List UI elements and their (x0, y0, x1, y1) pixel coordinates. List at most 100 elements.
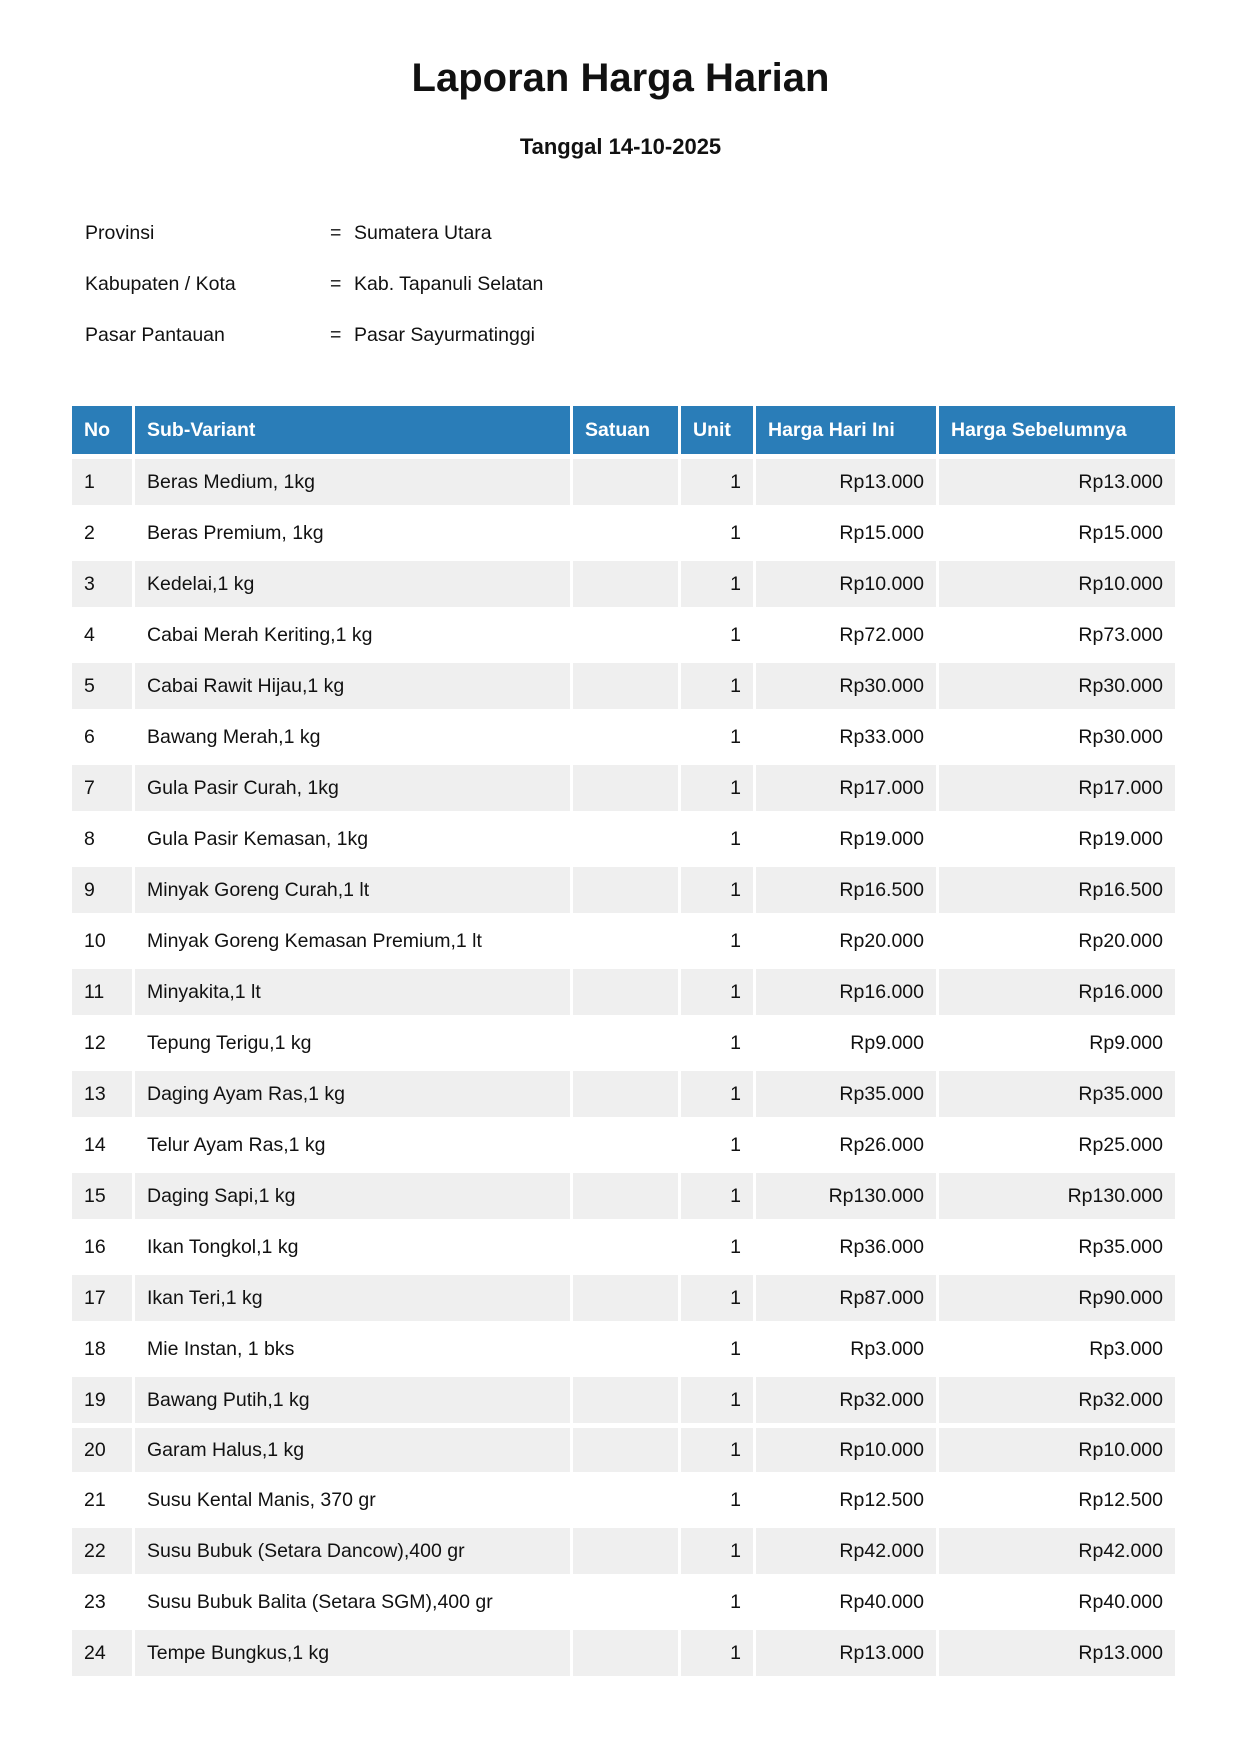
cell-unit: 1 (730, 725, 741, 748)
cell-no: 4 (84, 623, 95, 646)
cell-harga-sebelumnya: Rp15.000 (1078, 521, 1163, 544)
report-title: Laporan Harga Harian (411, 56, 830, 100)
cell-no: 6 (84, 725, 95, 748)
cell-no: 2 (84, 521, 95, 544)
cell-satuan (573, 1275, 678, 1321)
cell-satuan (573, 1173, 678, 1219)
cell-no: 21 (84, 1488, 106, 1511)
cell-satuan (573, 1579, 678, 1625)
cell-satuan (573, 1020, 678, 1066)
cell-no: 3 (72, 561, 132, 607)
cell-harga-sebelumnya: Rp17.000 (939, 765, 1175, 811)
header-satuan: Satuan (573, 406, 678, 454)
info-label: Provinsi (85, 222, 155, 244)
cell-satuan (573, 1071, 678, 1117)
cell-harga-sebelumnya: Rp30.000 (939, 663, 1175, 709)
cell-no: 22 (72, 1528, 132, 1574)
cell-unit: 1 (681, 1630, 753, 1676)
cell-sub-variant: Garam Halus,1 kg (135, 1428, 570, 1472)
cell-sub-variant: Minyak Goreng Kemasan Premium,1 lt (147, 929, 482, 952)
cell-harga-hari-ini: Rp10.000 (756, 561, 936, 607)
cell-harga-hari-ini: Rp87.000 (756, 1275, 936, 1321)
cell-satuan (573, 612, 678, 658)
cell-unit: 1 (681, 459, 753, 505)
cell-unit: 1 (681, 1275, 753, 1321)
cell-harga-sebelumnya: Rp10.000 (939, 561, 1175, 607)
cell-harga-hari-ini: Rp16.500 (756, 867, 936, 913)
cell-no: 24 (72, 1630, 132, 1676)
cell-no: 9 (72, 867, 132, 913)
cell-sub-variant: Gula Pasir Curah, 1kg (135, 765, 570, 811)
table-row: 7 Gula Pasir Curah, 1kg 1 Rp17.000 Rp17.000 (72, 765, 1175, 811)
cell-no: 5 (72, 663, 132, 709)
cell-satuan (573, 510, 678, 556)
cell-sub-variant: Cabai Merah Keriting,1 kg (147, 623, 373, 646)
header-harga-hari-ini: Harga Hari Ini (756, 406, 936, 454)
cell-no: 19 (72, 1377, 132, 1423)
table-row: 10 Minyak Goreng Kemasan Premium,1 lt 1 Rp2… (72, 918, 1175, 964)
cell-harga-sebelumnya: Rp90.000 (939, 1275, 1175, 1321)
cell-unit: 1 (681, 1528, 753, 1574)
info-value: Kab. Tapanuli Selatan (354, 273, 544, 295)
cell-harga-hari-ini: Rp32.000 (756, 1377, 936, 1423)
cell-unit: 1 (681, 1377, 753, 1423)
info-separator: = (330, 222, 342, 244)
price-table: No Sub-Variant Satuan Unit Harga Hari In… (69, 401, 1178, 1681)
table-row: 19 Bawang Putih,1 kg 1 Rp32.000 Rp32.000 (72, 1377, 1175, 1423)
info-separator: = (330, 324, 342, 346)
cell-unit: 1 (681, 867, 753, 913)
cell-harga-sebelumnya: Rp9.000 (1089, 1031, 1163, 1054)
cell-harga-sebelumnya: Rp130.000 (939, 1173, 1175, 1219)
cell-harga-hari-ini: Rp16.000 (756, 969, 936, 1015)
cell-no: 1 (72, 459, 132, 505)
table-row: 8 Gula Pasir Kemasan, 1kg 1 Rp19.000 Rp19.00… (72, 816, 1175, 862)
info-label: Kabupaten / Kota (85, 273, 236, 295)
cell-no: 20 (72, 1428, 132, 1472)
cell-harga-sebelumnya: Rp13.000 (939, 1630, 1175, 1676)
table-row: 15 Daging Sapi,1 kg 1 Rp130.000 Rp130.000 (72, 1173, 1175, 1219)
cell-sub-variant: Susu Bubuk Balita (Setara SGM),400 gr (147, 1590, 493, 1613)
cell-harga-hari-ini: Rp12.500 (839, 1488, 924, 1511)
cell-unit: 1 (681, 1173, 753, 1219)
cell-sub-variant: Bawang Putih,1 kg (135, 1377, 570, 1423)
cell-satuan (573, 867, 678, 913)
table-row: 21 Susu Kental Manis, 370 gr 1 Rp12.500 Rp12… (72, 1477, 1175, 1523)
cell-harga-sebelumnya: Rp12.500 (1078, 1488, 1163, 1511)
cell-harga-sebelumnya: Rp13.000 (939, 459, 1175, 505)
cell-unit: 1 (681, 663, 753, 709)
table-row: 20 Garam Halus,1 kg 1 Rp10.000 Rp10.000 (72, 1428, 1175, 1472)
table-row: 9 Minyak Goreng Curah,1 lt 1 Rp16.500 Rp16.5… (72, 867, 1175, 913)
cell-harga-sebelumnya: Rp35.000 (1078, 1235, 1163, 1258)
table-row: 18 Mie Instan, 1 bks 1 Rp3.000 Rp3.000 (72, 1326, 1175, 1372)
cell-sub-variant: Susu Bubuk (Setara Dancow),400 gr (135, 1528, 570, 1574)
table-row: 2 Beras Premium, 1kg 1 Rp15.000 Rp15.000 (72, 510, 1175, 556)
cell-satuan (573, 1326, 678, 1372)
cell-harga-hari-ini: Rp20.000 (839, 929, 924, 952)
cell-unit: 1 (681, 765, 753, 811)
cell-harga-sebelumnya: Rp20.000 (1078, 929, 1163, 952)
cell-no: 11 (72, 969, 132, 1015)
cell-sub-variant: Telur Ayam Ras,1 kg (147, 1133, 326, 1156)
cell-sub-variant: Daging Sapi,1 kg (135, 1173, 570, 1219)
cell-satuan (573, 918, 678, 964)
cell-satuan (573, 1377, 678, 1423)
cell-harga-hari-ini: Rp19.000 (839, 827, 924, 850)
cell-sub-variant: Minyak Goreng Curah,1 lt (135, 867, 570, 913)
table-row: 12 Tepung Terigu,1 kg 1 Rp9.000 Rp9.000 (72, 1020, 1175, 1066)
cell-satuan (573, 765, 678, 811)
cell-sub-variant: Tepung Terigu,1 kg (147, 1031, 312, 1054)
cell-harga-sebelumnya: Rp10.000 (939, 1428, 1175, 1472)
cell-unit: 1 (681, 1071, 753, 1117)
table-row: 11 Minyakita,1 lt 1 Rp16.000 Rp16.000 (72, 969, 1175, 1015)
cell-no: 13 (72, 1071, 132, 1117)
cell-sub-variant: Kedelai,1 kg (135, 561, 570, 607)
cell-sub-variant: Ikan Tongkol,1 kg (147, 1235, 299, 1258)
cell-sub-variant: Tempe Bungkus,1 kg (135, 1630, 570, 1676)
cell-no: 23 (84, 1590, 106, 1613)
table-row: 17 Ikan Teri,1 kg 1 Rp87.000 Rp90.000 (72, 1275, 1175, 1321)
cell-satuan (573, 969, 678, 1015)
table-row: 16 Ikan Tongkol,1 kg 1 Rp36.000 Rp35.000 (72, 1224, 1175, 1270)
cell-harga-sebelumnya: Rp16.500 (939, 867, 1175, 913)
cell-sub-variant: Cabai Rawit Hijau,1 kg (135, 663, 570, 709)
table-row: 1 Beras Medium, 1kg 1 Rp13.000 Rp13.000 (72, 459, 1175, 505)
